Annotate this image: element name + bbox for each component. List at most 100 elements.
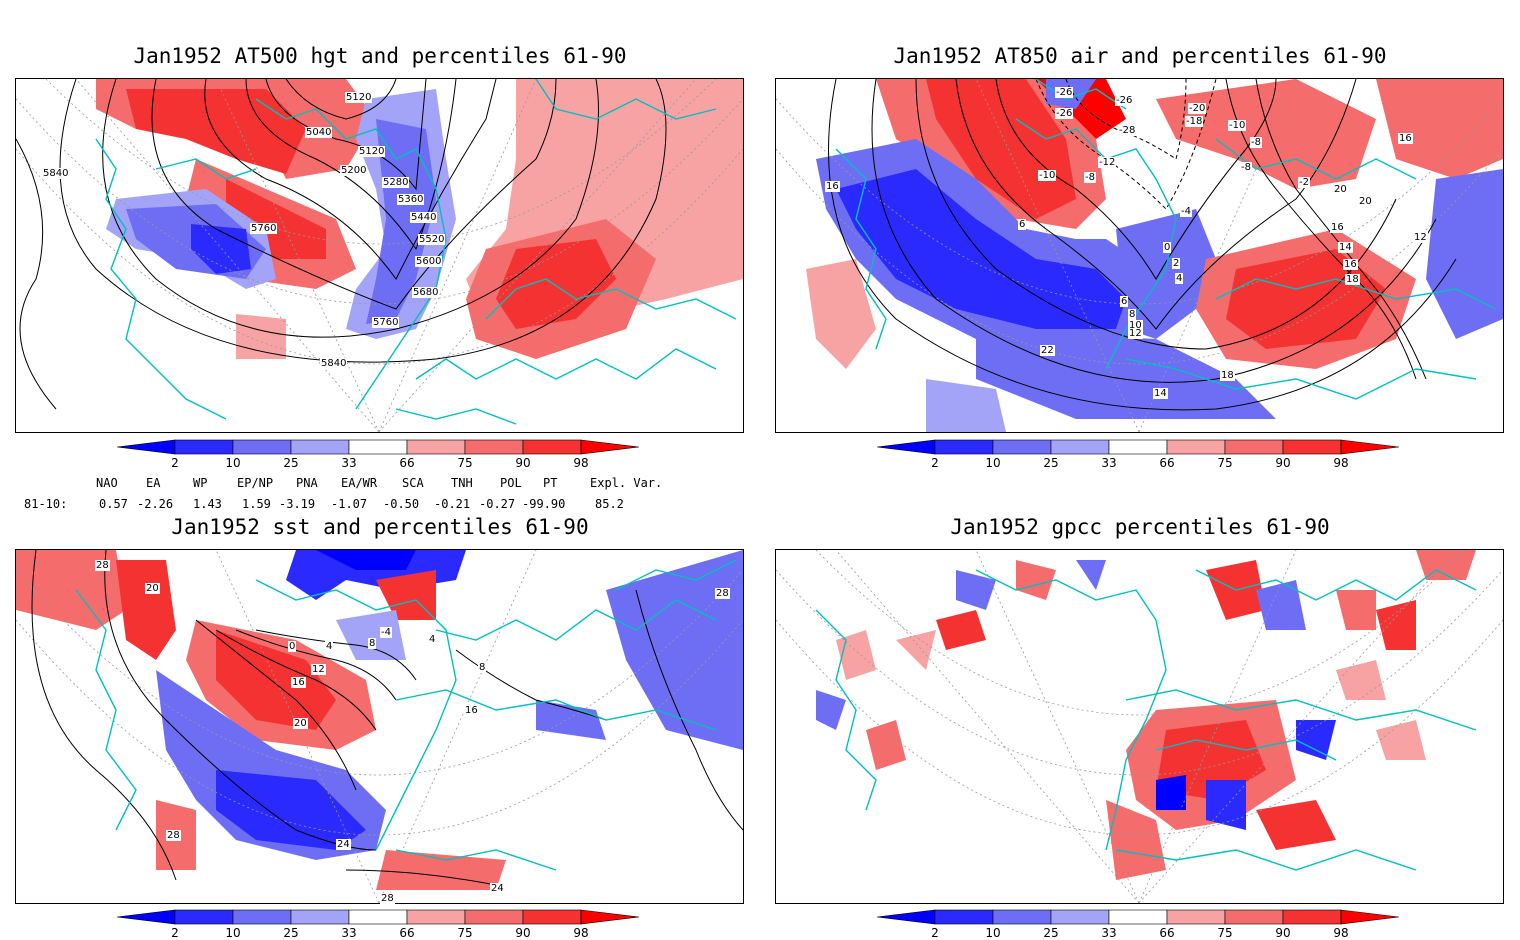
contour-label: 5440 — [410, 212, 438, 223]
colorbar-tick-label: 2 — [171, 926, 179, 940]
contour-label: -2 — [1298, 177, 1310, 188]
index-header-pna: PNA — [296, 476, 318, 490]
index-value-epnp: 1.59 — [242, 497, 271, 511]
index-header-epnp: EP/NP — [237, 476, 274, 490]
colorbar-segment — [1050, 909, 1110, 925]
contour-label: -8 — [1240, 162, 1252, 173]
colorbar-tick-label: 2 — [931, 926, 939, 940]
lat-lon-grid — [16, 79, 743, 432]
contour-label: 28 — [95, 560, 110, 571]
colorbar-segment — [406, 439, 466, 455]
contour-label: 0 — [1163, 242, 1172, 253]
colorbar-tick-label: 10 — [225, 456, 240, 470]
colorbar-arrow-high — [1340, 439, 1400, 455]
contour-label: 20 — [293, 718, 308, 729]
index-value-wp: 1.43 — [193, 497, 222, 511]
contour-label: 16 — [1398, 133, 1413, 144]
index-value-eawr: -1.07 — [331, 497, 368, 511]
contour-label: 5120 — [358, 146, 386, 157]
contour-label: 4 — [428, 634, 437, 645]
colorbar-arrow-low — [877, 439, 936, 455]
index-value-tnh: -0.21 — [434, 497, 471, 511]
colorbar-tick-label: 25 — [1043, 456, 1058, 470]
colorbar-tick-label: 98 — [573, 926, 588, 940]
contour-label: 5360 — [397, 194, 425, 205]
contour-label: 5200 — [340, 165, 368, 176]
colorbar-segment — [290, 439, 350, 455]
colorbar-segment — [934, 439, 994, 455]
colorbar-segment — [522, 439, 582, 455]
map-sst — [16, 550, 743, 903]
contour-label: 12 — [1413, 232, 1428, 243]
colorbar-tick-label: 90 — [1275, 926, 1290, 940]
height-contours — [16, 79, 667, 410]
contour-label: 16 — [464, 705, 479, 716]
colorbar-tick-label: 33 — [1101, 926, 1116, 940]
contour-label: 20 — [1358, 196, 1373, 207]
contour-label: 22 — [1040, 345, 1055, 356]
index-value-ea: -2.26 — [137, 497, 174, 511]
colorbar-arrow-low — [117, 439, 176, 455]
lat-lon-grid — [776, 550, 1503, 903]
panel-title-sst: Jan1952 sst and percentiles 61-90 — [171, 515, 589, 539]
contour-label: 5280 — [382, 177, 410, 188]
contour-label: 10 — [1128, 320, 1143, 331]
contour-label: 4 — [325, 641, 334, 652]
colorbar-segment — [992, 909, 1052, 925]
colorbar-segment — [174, 909, 234, 925]
colorbar-segment — [1282, 909, 1342, 925]
contour-label: 24 — [336, 839, 351, 850]
coastlines — [95, 79, 737, 425]
percentile-shading — [16, 550, 743, 890]
colorbar-tick-label: 75 — [1217, 456, 1232, 470]
colorbar-tick-label: 33 — [341, 456, 356, 470]
colorbar-tick-label: 90 — [515, 926, 530, 940]
contour-label: -26 — [1055, 108, 1074, 119]
map-panel-hgt — [15, 78, 744, 433]
contour-label: 12 — [311, 664, 326, 675]
colorbar-segment — [174, 439, 234, 455]
index-header-pt: PT — [543, 476, 558, 490]
colorbar-segment — [232, 439, 292, 455]
colorbar-segment — [1050, 439, 1110, 455]
colorbar-arrow-high — [580, 909, 640, 925]
panel-title-hgt: Jan1952 AT500 hgt and percentiles 61-90 — [133, 44, 627, 68]
colorbar-segment — [464, 909, 524, 925]
colorbar-tick-label: 33 — [1101, 456, 1116, 470]
contour-label: 8 — [1128, 309, 1137, 320]
contour-label: 0 — [288, 641, 297, 652]
index-header-sca: SCA — [402, 476, 424, 490]
index-header-tnh: TNH — [451, 476, 473, 490]
contour-label: 12 — [1128, 328, 1143, 339]
contour-label: -4 — [1180, 206, 1192, 217]
colorbar-tick-label: 75 — [457, 926, 472, 940]
index-header-pol: POL — [500, 476, 522, 490]
contour-label: 18 — [1345, 274, 1360, 285]
colorbar-segment — [232, 909, 292, 925]
colorbar-segment — [348, 439, 408, 455]
coastlines — [75, 559, 737, 871]
index-value-pt: -99.90 — [522, 497, 566, 511]
colorbar-arrow-high — [580, 439, 640, 455]
colorbar-tick-label: 90 — [1275, 456, 1290, 470]
contour-label: 20 — [1333, 184, 1348, 195]
index-row-label: 81-10: — [24, 497, 68, 511]
colorbar-segment — [1166, 439, 1226, 455]
colorbar-arrow-low — [117, 909, 176, 925]
colorbar-segment — [290, 909, 350, 925]
contour-label: 16 — [1330, 222, 1345, 233]
colorbar-tick-label: 66 — [399, 926, 414, 940]
colorbar-segment — [1108, 439, 1168, 455]
colorbar-tick-label: 75 — [457, 456, 472, 470]
colorbar-tick-label: 98 — [1333, 456, 1348, 470]
contour-label: -26 — [1055, 87, 1074, 98]
sst-contours — [31, 550, 743, 886]
contour-label: 24 — [490, 883, 505, 894]
contour-label: 5120 — [345, 92, 373, 103]
contour-label: 18 — [1220, 370, 1235, 381]
coastlines — [815, 569, 1477, 871]
contour-label: 14 — [1153, 388, 1168, 399]
contour-label: 5760 — [372, 317, 400, 328]
index-value-explvar: 85.2 — [595, 497, 624, 511]
index-header-explvar: Expl. Var. — [590, 476, 663, 490]
